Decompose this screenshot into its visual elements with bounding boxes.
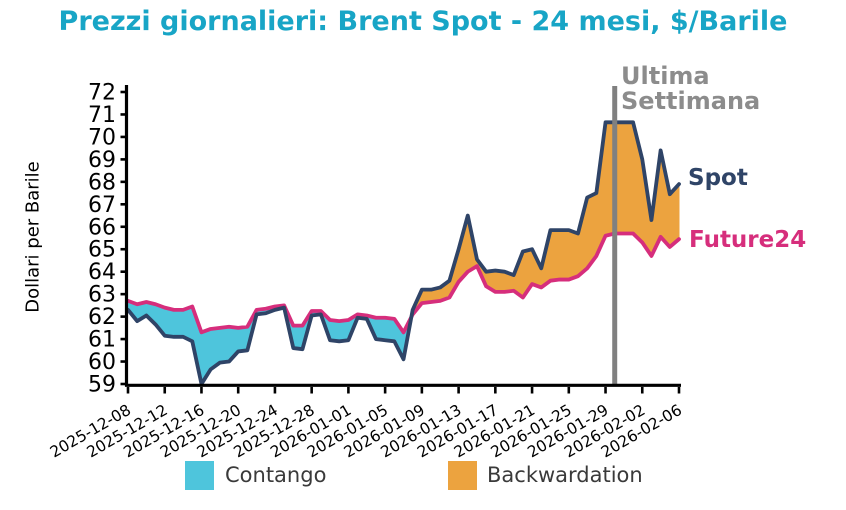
last-week-annotation-line1: Ultima (621, 62, 710, 90)
y-tick-label: 69 (88, 148, 116, 173)
last-week-annotation-line2: Settimana (621, 86, 761, 115)
spot-series-label: Spot (688, 165, 748, 191)
contango-legend-swatch (185, 461, 214, 490)
y-tick-label: 60 (88, 350, 116, 375)
future24-line (126, 231, 681, 335)
y-tick-label: 72 (88, 81, 116, 106)
chart-title: Prezzi giornalieri: Brent Spot - 24 mesi… (58, 6, 788, 37)
y-tick-label: 65 (88, 238, 116, 263)
y-tick-label: 63 (88, 283, 116, 308)
y-tick-label: 66 (88, 215, 116, 240)
spot-line (126, 120, 681, 386)
backwardation-legend-swatch (448, 461, 477, 490)
backwardation-legend-label: Backwardation (487, 463, 643, 487)
y-tick-label: 61 (88, 328, 116, 353)
y-tick-label: 67 (88, 193, 116, 218)
y-tick-label: 64 (88, 260, 116, 285)
y-tick-label: 59 (88, 373, 116, 398)
y-tick-label: 71 (88, 103, 116, 128)
y-tick-label: 62 (88, 305, 116, 330)
last-week-annotation: Ultima Settimana (621, 64, 760, 114)
y-tick-label: 68 (88, 170, 116, 195)
y-tick-label: 70 (88, 125, 116, 150)
future24-series-label: Future24 (689, 227, 807, 253)
contango-legend-label: Contango (225, 463, 327, 487)
